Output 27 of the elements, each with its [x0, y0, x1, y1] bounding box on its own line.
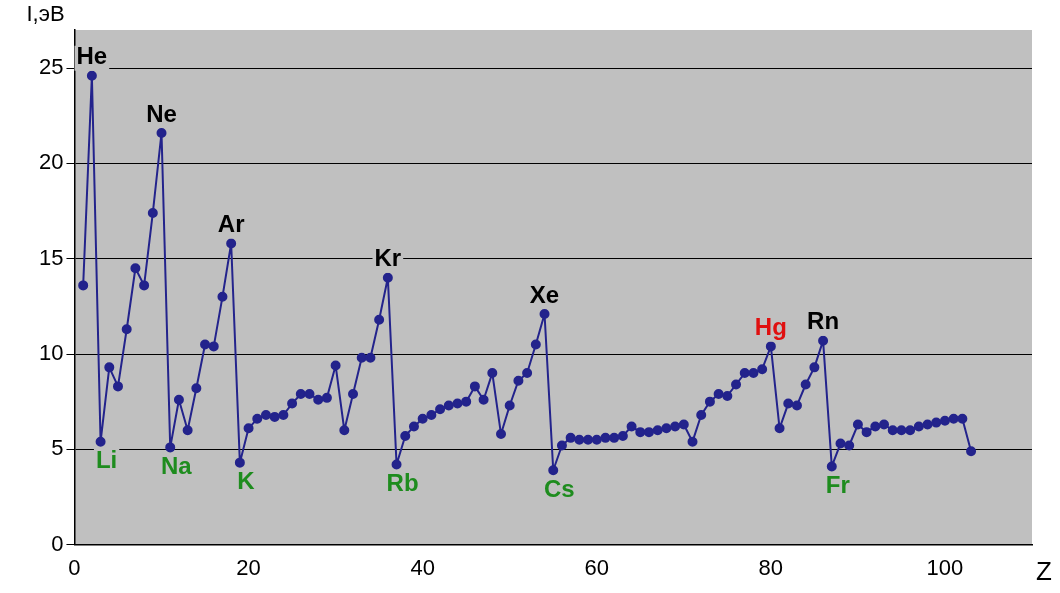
annotation: He — [76, 42, 108, 70]
annotation: Ar — [217, 210, 245, 238]
x-tick-label: 60 — [584, 554, 609, 580]
annotation: Fr — [825, 471, 850, 499]
x-tick-label: 80 — [758, 554, 784, 580]
y-tick-label: 15 — [38, 244, 64, 270]
annotation: Rb — [386, 469, 419, 497]
y-tick-label: 20 — [38, 149, 64, 175]
y-tick-label: 0 — [51, 530, 64, 556]
annotation: K — [237, 467, 256, 495]
annotation: Xe — [529, 280, 560, 308]
x-tick-label: 20 — [236, 554, 261, 580]
annotation: Ne — [146, 99, 177, 127]
x-axis-title: Z — [1036, 555, 1052, 586]
y-tick-label: 5 — [51, 435, 64, 461]
x-tick-label: 40 — [410, 554, 435, 580]
y-tick-label: 25 — [38, 54, 64, 80]
y-axis-title: I,эВ — [26, 1, 65, 27]
annotation: Rn — [807, 307, 840, 335]
annotation: Hg — [754, 313, 787, 341]
y-tick-label: 10 — [38, 340, 64, 366]
annotation: Na — [160, 452, 193, 480]
annotation: Kr — [374, 244, 402, 272]
x-tick-label: 100 — [926, 554, 964, 580]
annotation: Cs — [543, 474, 575, 502]
x-tick-label: 0 — [68, 554, 81, 580]
annotation: Li — [95, 446, 118, 474]
